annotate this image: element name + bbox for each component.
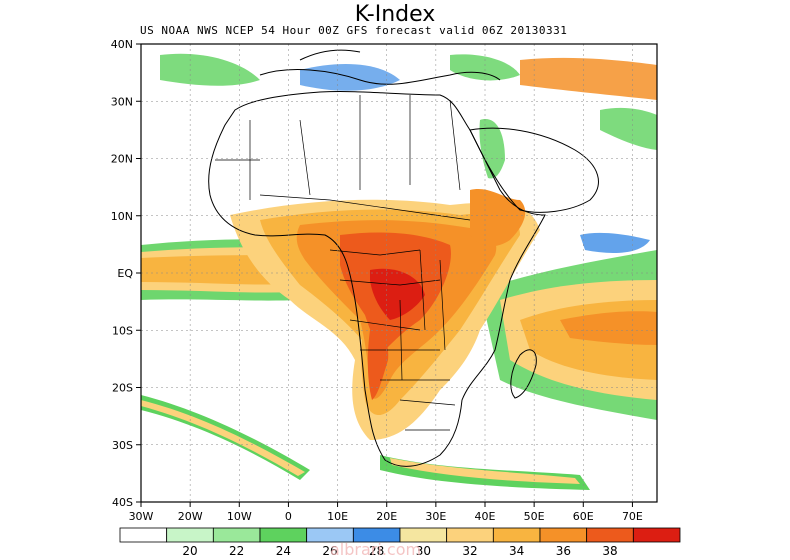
lat-tick-label: 40N — [111, 38, 133, 51]
lat-tick-label: 30S — [112, 439, 133, 452]
legend-swatch — [586, 527, 634, 543]
legend-label: 26 — [322, 544, 337, 558]
lat-tick-label: 10N — [111, 210, 133, 223]
latitude-tick-labels: 40N 30N 20N 10N EQ 10S 20S 30S 40S — [111, 38, 134, 509]
legend-label: 20 — [182, 544, 197, 558]
watermark-text: albrari.com — [330, 540, 422, 559]
lon-tick-label: 60E — [573, 510, 594, 523]
legend-swatch — [119, 527, 168, 543]
lat-tick-label: 10S — [112, 324, 133, 337]
legend-swatch — [446, 527, 494, 543]
legend-label: 24 — [276, 544, 291, 558]
legend-swatch — [539, 527, 588, 543]
country-borders — [215, 95, 471, 431]
legend-swatch — [212, 527, 261, 543]
legend-swatch — [166, 527, 214, 543]
color-legend: 20 22 24 26 28 30 32 34 36 38 — [119, 527, 681, 558]
lat-tick-label: 40S — [112, 496, 133, 509]
lon-tick-label: 70E — [622, 510, 643, 523]
lon-tick-label: 50E — [524, 510, 545, 523]
lon-tick-label: 10E — [327, 510, 348, 523]
legend-swatch — [492, 527, 541, 543]
legend-label: 28 — [369, 544, 384, 558]
legend-label: 34 — [509, 544, 524, 558]
chart-title: K-Index — [354, 2, 436, 27]
map-border — [140, 43, 658, 503]
legend-label: 32 — [462, 544, 477, 558]
legend-label: 22 — [229, 544, 244, 558]
lat-tick-label: 20S — [112, 382, 133, 395]
legend-swatch — [632, 527, 681, 543]
longitude-tick-labels: 30W 20W 10W 0 10E 20E 30E 40E 50E 60E 70E — [129, 510, 643, 523]
lat-lon-grid — [136, 43, 657, 507]
lon-tick-label: 30W — [129, 510, 154, 523]
lat-tick-label: EQ — [117, 267, 133, 280]
chart-subtitle: US NOAA NWS NCEP 54 Hour 00Z GFS forecas… — [140, 24, 568, 37]
legend-swatch — [259, 527, 308, 543]
lon-tick-label: 40E — [475, 510, 496, 523]
legend-label: 30 — [416, 544, 431, 558]
coastlines — [208, 49, 599, 467]
lon-tick-label: 0 — [285, 510, 292, 523]
lon-tick-label: 20E — [376, 510, 397, 523]
legend-label: 36 — [556, 544, 571, 558]
lat-tick-label: 30N — [111, 95, 133, 108]
lon-tick-label: 30E — [425, 510, 446, 523]
lat-tick-label: 20N — [111, 153, 133, 166]
k-index-field — [141, 53, 657, 490]
legend-label: 38 — [602, 544, 617, 558]
lon-tick-label: 10W — [227, 510, 252, 523]
lon-tick-label: 20W — [178, 510, 203, 523]
